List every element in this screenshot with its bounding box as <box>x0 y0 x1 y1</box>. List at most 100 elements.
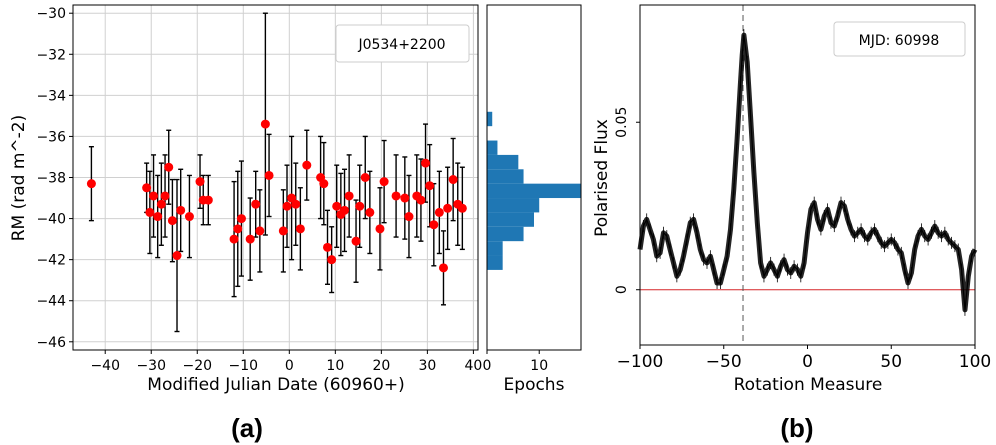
data-point <box>251 199 261 209</box>
data-point <box>291 199 301 209</box>
data-point <box>142 183 152 193</box>
panel-a-y-tick-label: −32 <box>36 47 66 63</box>
panel-a-y-tick-label: −44 <box>36 294 66 310</box>
panel-a-label: (a) <box>231 413 263 443</box>
data-point <box>327 255 337 265</box>
histogram-bar <box>487 140 498 155</box>
data-point <box>255 226 265 236</box>
data-point <box>332 201 342 211</box>
panel-a-x-tick-label: −10 <box>229 358 259 374</box>
histogram-bar <box>487 241 503 256</box>
data-point <box>145 207 155 217</box>
data-point <box>245 234 255 244</box>
panel-b-x-tick-label: −50 <box>706 352 742 372</box>
data-point <box>365 207 375 217</box>
panel-b-y-tick-label: 0.05 <box>614 107 630 138</box>
data-point <box>153 212 163 222</box>
data-point <box>282 201 292 211</box>
data-point <box>391 191 401 201</box>
data-point <box>351 236 361 246</box>
data-point <box>302 160 312 170</box>
panel-b-y-axis-title: Polarised Flux <box>592 119 612 237</box>
polarised-flux-band <box>637 32 978 313</box>
panel-a-legend-box <box>335 24 470 63</box>
data-point <box>425 181 435 191</box>
panel-b-label: (b) <box>780 413 813 443</box>
data-point <box>203 195 213 205</box>
data-point <box>421 158 431 168</box>
polarised-flux-line <box>639 35 976 310</box>
data-point <box>416 195 426 205</box>
histogram-x-tick-label: 10 <box>530 358 548 374</box>
data-point <box>400 193 410 203</box>
panel-b-legend-box <box>833 21 966 57</box>
histogram-frame <box>486 4 582 351</box>
data-point <box>264 170 274 180</box>
histogram-bar <box>487 111 493 127</box>
panel-a-x-tick-label: −20 <box>182 358 212 374</box>
panel-a-y-tick-label: −30 <box>36 6 66 22</box>
data-point <box>195 177 205 187</box>
data-point <box>375 224 385 234</box>
panel-a-x-tick-label: 30 <box>418 358 436 374</box>
panel-b-line: −100 −50 0 50 100 00.05 MJD: 60998 Rotation … <box>592 4 991 443</box>
panel-a-x-tick-label: 20 <box>372 358 390 374</box>
data-point <box>448 175 458 185</box>
panel-b-y-ticks: 00.05 <box>614 107 640 294</box>
data-point <box>176 205 186 215</box>
panel-b-x-tick-label: 50 <box>880 352 902 372</box>
data-point <box>164 162 174 172</box>
panel-a-x-tick-label: 10 <box>326 358 344 374</box>
panel-a-x-axis-title: Modified Julian Date (60960+) <box>147 375 404 395</box>
panel-a-y-tick-label: −38 <box>36 171 66 187</box>
panel-histogram: 0 10 Epochs <box>483 4 582 395</box>
panel-b-x-tick-label: 0 <box>802 352 813 372</box>
panel-b-x-tick-label: 100 <box>959 352 991 372</box>
histogram-bar <box>487 169 524 184</box>
panel-b-x-tick-label: −100 <box>617 352 664 372</box>
data-point <box>319 179 329 189</box>
histogram-bars <box>487 111 581 270</box>
panel-a-y-tick-label: −46 <box>36 335 66 351</box>
data-point <box>172 251 182 261</box>
data-point <box>443 203 453 213</box>
data-point <box>260 119 270 129</box>
panel-a-x-tick-label: −40 <box>90 358 120 374</box>
panel-a-x-tick-label: 40 <box>464 358 482 374</box>
panel-a-x-tick-label: −30 <box>136 358 166 374</box>
panel-a-y-tick-label: −40 <box>36 212 66 228</box>
panel-a-y-axis-title: RM (rad m^-2) <box>9 115 29 242</box>
data-point <box>355 201 365 211</box>
panel-a-x-ticks: −40 −30 −20 −10 0 10 20 30 40 <box>90 350 482 374</box>
panel-a-y-ticks: −46 −44 −42 −40 −38 −36 −34 −32 −30 <box>36 6 73 351</box>
data-point <box>236 214 246 224</box>
data-point <box>86 179 96 189</box>
data-point <box>344 191 354 201</box>
panel-b-y-tick-label: 0 <box>614 285 630 294</box>
histogram-bar <box>487 183 581 199</box>
histogram-bar <box>487 154 519 170</box>
data-point <box>149 191 159 201</box>
data-point <box>156 199 166 209</box>
data-point <box>233 224 243 234</box>
panel-b-x-ticks: −100 −50 0 50 100 <box>617 345 991 372</box>
panel-a-scatter: −40 −30 −20 −10 0 10 20 30 40 −46 −44 −42 −40 −38 −36… <box>9 4 482 443</box>
panel-b-x-axis-title: Rotation Measure <box>734 375 883 395</box>
data-point <box>429 220 439 230</box>
panel-a-legend: J0534+2200 <box>357 37 445 53</box>
panel-a-x-tick-label: 0 <box>285 358 294 374</box>
panel-a-y-tick-label: −42 <box>36 253 66 269</box>
histogram-bar <box>487 198 540 213</box>
panel-b-series <box>637 5 978 345</box>
data-point <box>438 263 448 273</box>
data-point <box>360 173 370 182</box>
data-point <box>167 216 177 226</box>
panel-a-y-tick-label: −36 <box>36 129 66 145</box>
histogram-x-tick-label: 0 <box>483 358 492 374</box>
data-point <box>404 212 414 222</box>
data-point <box>379 177 389 187</box>
panel-a-y-tick-label: −34 <box>36 88 66 104</box>
panel-a-points <box>86 119 467 273</box>
histogram-bar <box>487 212 534 227</box>
